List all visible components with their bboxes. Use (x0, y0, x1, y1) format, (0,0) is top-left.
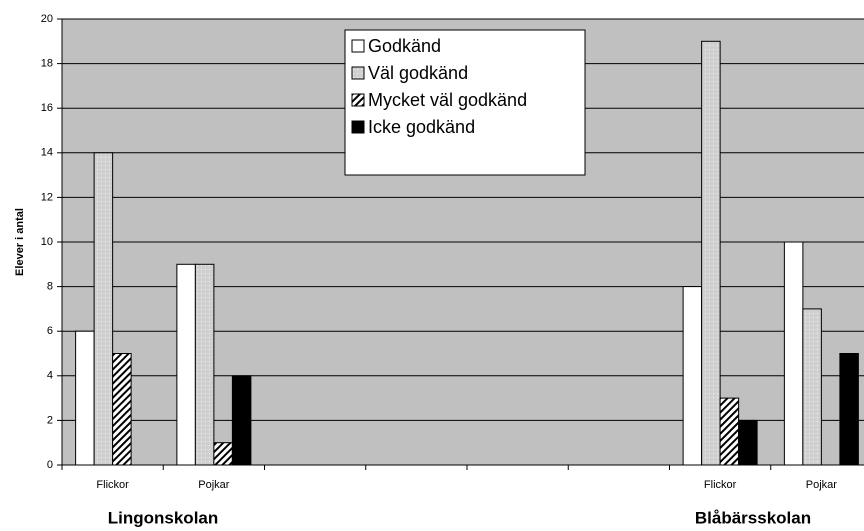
y-tick-label: 4 (47, 370, 53, 382)
bar (682, 286, 703, 466)
x-tick-label: Flickor (704, 479, 737, 491)
bar (701, 40, 721, 466)
bar (194, 263, 215, 466)
bar (719, 397, 740, 466)
legend-box (344, 29, 586, 176)
bar (176, 263, 196, 466)
y-tick-label: 2 (47, 414, 53, 426)
bar (93, 152, 114, 466)
legend-label: Väl godkänd (368, 63, 468, 83)
legend-label: Godkänd (368, 36, 441, 56)
bar (213, 442, 233, 466)
legend-swatch (351, 93, 365, 107)
bar (839, 353, 859, 466)
bar (75, 330, 95, 466)
y-tick-label: 8 (47, 281, 53, 293)
group-label: Blåbärsskolan (695, 508, 811, 527)
y-tick-label: 14 (41, 147, 53, 159)
legend-swatch (351, 120, 365, 134)
x-tick-label: Pojkar (806, 479, 838, 491)
bar (802, 308, 822, 466)
y-tick-label: 18 (41, 58, 53, 70)
bar (783, 241, 804, 466)
y-tick-label: 6 (47, 325, 53, 337)
bar (231, 375, 252, 466)
x-tick-label: Pojkar (198, 479, 230, 491)
y-axis-label: Elever i antal (14, 208, 26, 276)
group-label: Lingonskolan (108, 508, 219, 527)
x-tick-label: Flickor (96, 479, 129, 491)
bar (738, 419, 758, 466)
y-tick-label: 20 (41, 13, 53, 25)
y-tick-label: 12 (41, 191, 53, 203)
legend-swatch (351, 39, 365, 53)
legend-label: Mycket väl godkänd (368, 90, 527, 110)
y-tick-label: 0 (47, 459, 53, 471)
legend-label: Icke godkänd (368, 117, 475, 137)
legend-swatch (351, 66, 365, 80)
bar (112, 353, 132, 466)
y-tick-label: 16 (41, 102, 53, 114)
y-tick-label: 10 (41, 236, 53, 248)
